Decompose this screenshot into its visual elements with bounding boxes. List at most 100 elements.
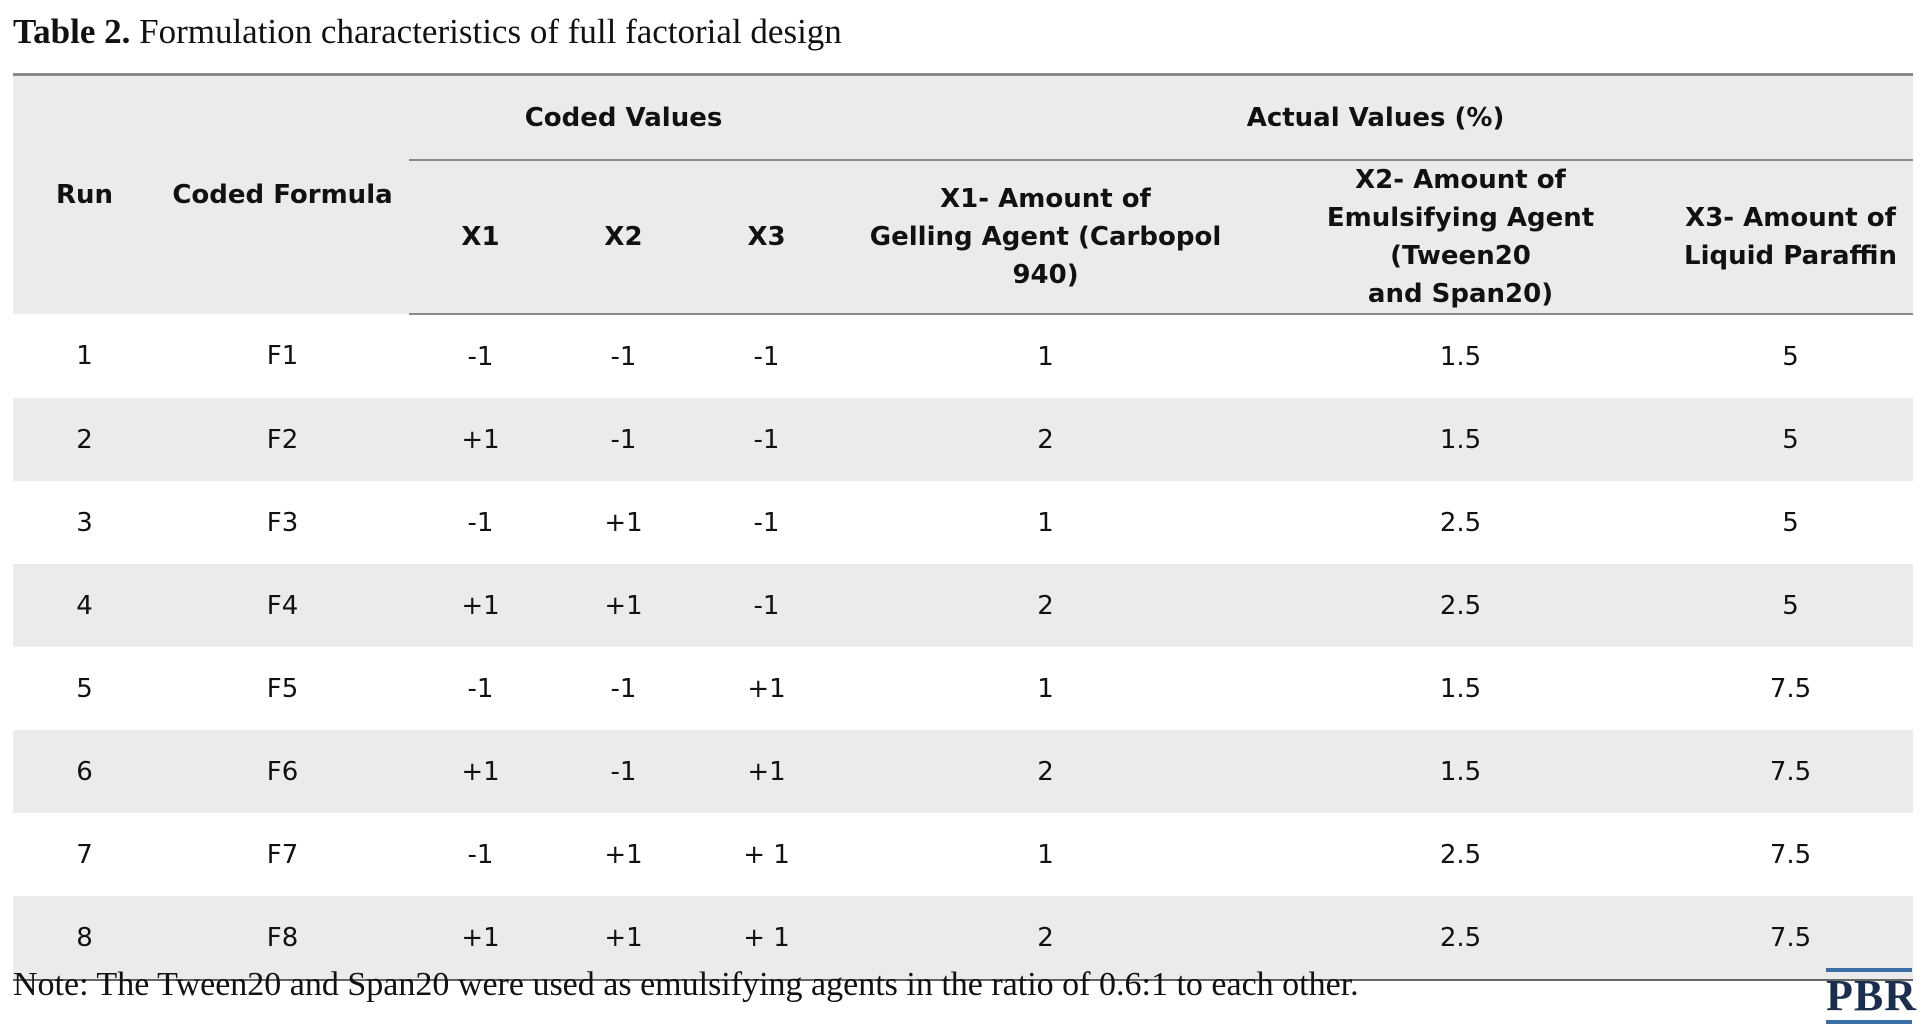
table-row: 5 F5 -1 -1 +1 1 1.5 7.5 <box>13 647 1913 730</box>
cell-x2: +1 <box>552 564 695 647</box>
cell-formula: F7 <box>266 839 299 870</box>
cell-actual-x2: 2.5 <box>1253 896 1669 981</box>
cell-x1: +1 <box>409 730 552 813</box>
cell-actual-x3: 7.5 <box>1668 730 1914 813</box>
cell-run: 7 <box>76 839 93 870</box>
table-row: 8 F8 +1 +1 + 1 2 2.5 7.5 <box>13 896 1914 981</box>
header-actual-x1-line2: Gelling Agent (Carbopol 940) <box>869 222 1222 290</box>
caption-text: Formulation characteristics of full fact… <box>130 12 842 51</box>
cell-formula: F3 <box>266 507 299 538</box>
table-row: 3 F3 -1 +1 -1 1 2.5 5 <box>13 481 1913 564</box>
table-row: 4 F4 +1 +1 -1 2 2.5 5 <box>13 564 1914 647</box>
logo-text: PBR <box>1826 971 1917 1020</box>
header-run: Run <box>13 73 156 314</box>
header-actual-x2-line1: X2- Amount of <box>1355 165 1566 195</box>
cell-actual-x2: 1.5 <box>1253 398 1669 481</box>
cell-x2: -1 <box>610 673 637 704</box>
header-coded-formula: Coded Formula <box>156 73 409 314</box>
cell-actual-x3: 5 <box>1668 398 1914 481</box>
cell-actual-x1: 1 <box>1037 507 1054 538</box>
cell-formula: F6 <box>156 730 409 813</box>
cell-actual-x1: 2 <box>838 730 1254 813</box>
cell-formula: F2 <box>156 398 409 481</box>
header-actual-x3-line2: Liquid Paraffin <box>1684 241 1897 271</box>
cell-formula: F1 <box>266 341 299 371</box>
cell-actual-x2: 1.5 <box>1439 673 1482 704</box>
table-note: Note: The Tween20 and Span20 were used a… <box>13 966 1359 1003</box>
cell-x2: -1 <box>552 398 695 481</box>
cell-actual-x1: 1 <box>1037 341 1054 372</box>
cell-run: 3 <box>76 507 93 538</box>
logo-bottom-bar <box>1826 1020 1912 1024</box>
header-coded-values: Coded Values <box>409 73 839 161</box>
header-actual-values: Actual Values (%) <box>838 73 1914 161</box>
cell-actual-x3: 7.5 <box>1769 673 1812 704</box>
cell-x2: -1 <box>552 730 695 813</box>
formulation-table: Run Coded Formula Coded Values Actual Va… <box>13 73 1914 981</box>
cell-run: 6 <box>13 730 156 813</box>
logo-top-bar <box>1826 968 1912 972</box>
table-row: 2 F2 +1 -1 -1 2 1.5 5 <box>13 398 1914 481</box>
header-actual-x3: X3- Amount of Liquid Paraffin <box>1668 160 1914 315</box>
cell-formula: F5 <box>266 673 299 704</box>
cell-actual-x3: 5 <box>1782 507 1799 538</box>
caption-label: Table 2. <box>13 12 131 51</box>
cell-x3: + 1 <box>743 839 790 870</box>
cell-actual-x2: 2.5 <box>1439 839 1482 870</box>
cell-run: 1 <box>76 341 93 371</box>
cell-actual-x2: 2.5 <box>1253 564 1669 647</box>
header-actual-x1-line1: X1- Amount of <box>940 184 1151 214</box>
header-actual-x1: X1- Amount of Gelling Agent (Carbopol 94… <box>838 160 1254 315</box>
cell-actual-x1: 2 <box>838 398 1254 481</box>
cell-x2: +1 <box>552 896 695 981</box>
cell-x1: -1 <box>467 507 494 538</box>
cell-x1: -1 <box>467 673 494 704</box>
cell-x3: +1 <box>695 730 839 813</box>
cell-x2: +1 <box>604 507 643 538</box>
cell-actual-x3: 5 <box>1782 341 1799 372</box>
cell-x3: -1 <box>695 398 839 481</box>
cell-x3: -1 <box>695 564 839 647</box>
cell-x3: -1 <box>753 507 780 538</box>
cell-actual-x3: 5 <box>1668 564 1914 647</box>
cell-x1: +1 <box>409 398 552 481</box>
table-caption: Table 2. Formulation characteristics of … <box>13 12 842 52</box>
cell-actual-x1: 2 <box>838 564 1254 647</box>
cell-actual-x2: 2.5 <box>1439 507 1482 538</box>
cell-run: 8 <box>13 896 156 981</box>
cell-formula: F8 <box>156 896 409 981</box>
pbr-logo: PBR <box>1826 968 1917 1024</box>
cell-run: 4 <box>13 564 156 647</box>
cell-actual-x3: 7.5 <box>1769 839 1812 870</box>
table-body: 1 F1 -1 -1 -1 1 1.5 5 2 F2 +1 -1 -1 2 1.… <box>13 314 1914 981</box>
cell-actual-x3: 7.5 <box>1668 896 1914 981</box>
cell-actual-x1: 1 <box>1037 839 1054 870</box>
cell-formula: F4 <box>156 564 409 647</box>
cell-run: 2 <box>13 398 156 481</box>
cell-actual-x2: 1.5 <box>1439 341 1482 372</box>
header-actual-x2-line2: Emulsifying Agent (Tween20 <box>1326 203 1595 271</box>
cell-x3: + 1 <box>695 896 839 981</box>
cell-x2: +1 <box>604 839 643 870</box>
cell-x1: +1 <box>409 564 552 647</box>
header-x3: X3 <box>695 160 839 315</box>
table-row: 6 F6 +1 -1 +1 2 1.5 7.5 <box>13 730 1914 813</box>
header-x1: X1 <box>409 160 552 315</box>
header-actual-x2-line3: and Span20) <box>1367 279 1554 309</box>
header-x2: X2 <box>552 160 695 315</box>
cell-actual-x1: 1 <box>1037 673 1054 704</box>
cell-x1: -1 <box>467 839 494 870</box>
cell-run: 5 <box>76 673 93 704</box>
table-header: Run Coded Formula Coded Values Actual Va… <box>13 73 1914 315</box>
header-actual-x2: X2- Amount of Emulsifying Agent (Tween20… <box>1253 160 1669 315</box>
table-row: 7 F7 -1 +1 + 1 1 2.5 7.5 <box>13 813 1913 896</box>
cell-actual-x1: 2 <box>838 896 1254 981</box>
header-actual-x3-line1: X3- Amount of <box>1685 203 1896 233</box>
table-row: 1 F1 -1 -1 -1 1 1.5 5 <box>13 314 1913 398</box>
cell-x1: +1 <box>409 896 552 981</box>
cell-x2: -1 <box>610 341 637 372</box>
cell-x1: -1 <box>467 341 494 372</box>
cell-x3: +1 <box>747 673 786 704</box>
cell-actual-x2: 1.5 <box>1253 730 1669 813</box>
cell-x3: -1 <box>753 341 780 372</box>
